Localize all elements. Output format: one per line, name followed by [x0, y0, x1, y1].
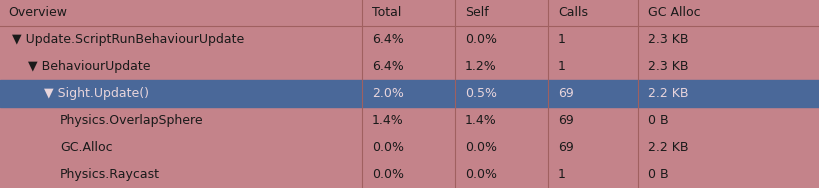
Text: 0.0%: 0.0% [372, 168, 404, 181]
Text: 0.5%: 0.5% [465, 87, 497, 100]
Text: Overview: Overview [8, 7, 67, 20]
Text: 6.4%: 6.4% [372, 60, 404, 73]
Text: 6.4%: 6.4% [372, 33, 404, 46]
Text: 69: 69 [558, 87, 574, 100]
Text: 0 B: 0 B [648, 114, 668, 127]
Text: 1: 1 [558, 168, 566, 181]
Text: 1: 1 [558, 33, 566, 46]
Text: Physics.OverlapSphere: Physics.OverlapSphere [60, 114, 204, 127]
Bar [0, 80, 819, 107]
Text: 1: 1 [558, 60, 566, 73]
Text: Self: Self [465, 7, 489, 20]
Text: 2.3 KB: 2.3 KB [648, 60, 689, 73]
Text: 69: 69 [558, 141, 574, 154]
Text: 0 B: 0 B [648, 168, 668, 181]
Text: GC.Alloc: GC.Alloc [60, 141, 113, 154]
Text: Physics.Raycast: Physics.Raycast [60, 168, 160, 181]
Text: 0.0%: 0.0% [465, 168, 497, 181]
Text: 2.3 KB: 2.3 KB [648, 33, 689, 46]
Text: ▼ Sight.Update(): ▼ Sight.Update() [44, 87, 149, 100]
Text: 2.2 KB: 2.2 KB [648, 141, 689, 154]
Text: ▼ Update.ScriptRunBehaviourUpdate: ▼ Update.ScriptRunBehaviourUpdate [12, 33, 244, 46]
Text: 1.2%: 1.2% [465, 60, 497, 73]
Text: 1.4%: 1.4% [372, 114, 404, 127]
Text: 0.0%: 0.0% [372, 141, 404, 154]
Text: GC Alloc: GC Alloc [648, 7, 700, 20]
Text: 2.0%: 2.0% [372, 87, 404, 100]
Text: 0.0%: 0.0% [465, 33, 497, 46]
Text: 0.0%: 0.0% [465, 141, 497, 154]
Text: ▼ BehaviourUpdate: ▼ BehaviourUpdate [28, 60, 151, 73]
Text: Total: Total [372, 7, 401, 20]
Text: 2.2 KB: 2.2 KB [648, 87, 689, 100]
Text: 69: 69 [558, 114, 574, 127]
Text: Calls: Calls [558, 7, 588, 20]
Text: 1.4%: 1.4% [465, 114, 497, 127]
